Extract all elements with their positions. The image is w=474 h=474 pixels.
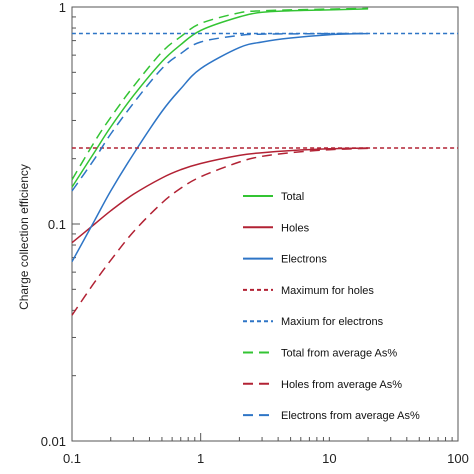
- legend-label-total-from-average-as: Total from average As%: [281, 348, 397, 360]
- legend: Total Holes Electrons Maximum for holes Maxi…: [233, 178, 451, 437]
- y-tick-label: 1: [59, 0, 66, 15]
- x-tick-label: 10: [322, 451, 336, 466]
- legend-label-electrons-from-average-as: Electrons from average As%: [281, 410, 420, 422]
- series-line-total-from-average-as: [71, 7, 369, 181]
- y-tick-label: 0.1: [48, 217, 66, 232]
- series-line-electrons-from-average-as: [71, 32, 369, 192]
- series-line-holes-from-average-as: [71, 147, 369, 316]
- y-axis: 0.01 0.1 1: [41, 0, 80, 449]
- series-line-total: [71, 8, 369, 188]
- x-axis: 0.1 1 10 100: [63, 433, 469, 466]
- legend-label-total: Total: [281, 191, 304, 203]
- x-tick-label: 0.1: [63, 451, 81, 466]
- series-line-holes: [71, 147, 369, 244]
- series-line-electrons: [71, 32, 369, 263]
- x-tick-label: 1: [197, 451, 204, 466]
- legend-label-holes: Holes: [281, 222, 310, 234]
- y-axis-title: Charge collection efficiency: [17, 164, 31, 310]
- x-tick-label: 100: [447, 451, 469, 466]
- legend-label-maxium-for-electrons: Maxium for electrons: [281, 316, 384, 328]
- legend-label-holes-from-average-as: Holes from average As%: [281, 379, 402, 391]
- y-tick-label: 0.01: [41, 434, 66, 449]
- series-layer: [71, 7, 458, 316]
- legend-box: [233, 178, 451, 437]
- legend-label-electrons: Electrons: [281, 254, 327, 266]
- legend-label-maximum-for-holes: Maximum for holes: [281, 285, 374, 297]
